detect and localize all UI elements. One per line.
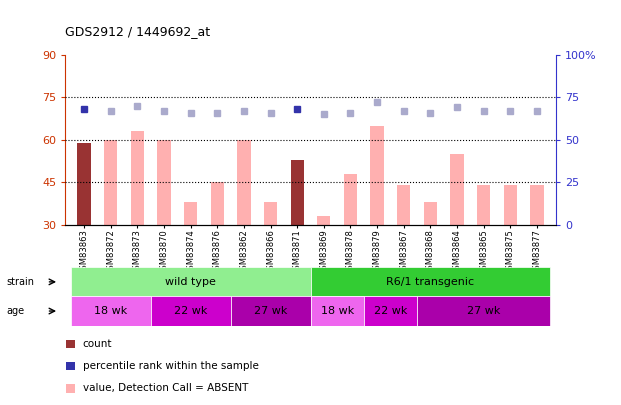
Bar bbox=[66, 384, 75, 392]
Bar bbox=[71, 267, 310, 296]
Text: age: age bbox=[6, 306, 24, 316]
Text: 27 wk: 27 wk bbox=[254, 306, 287, 316]
Bar bbox=[424, 202, 437, 225]
Text: 18 wk: 18 wk bbox=[94, 306, 127, 316]
Text: GDS2912 / 1449692_at: GDS2912 / 1449692_at bbox=[65, 26, 211, 38]
Bar bbox=[104, 140, 117, 225]
Bar bbox=[291, 160, 304, 225]
Text: 27 wk: 27 wk bbox=[467, 306, 501, 316]
Bar bbox=[77, 143, 91, 225]
Bar bbox=[66, 340, 75, 348]
Bar bbox=[157, 140, 171, 225]
Bar bbox=[264, 202, 277, 225]
Bar bbox=[310, 267, 550, 296]
Bar bbox=[150, 296, 230, 326]
Text: count: count bbox=[83, 339, 112, 349]
Bar bbox=[364, 296, 417, 326]
Bar bbox=[504, 185, 517, 225]
Bar bbox=[397, 185, 410, 225]
Bar bbox=[71, 296, 150, 326]
Text: percentile rank within the sample: percentile rank within the sample bbox=[83, 361, 258, 371]
Text: value, Detection Call = ABSENT: value, Detection Call = ABSENT bbox=[83, 384, 248, 393]
Bar bbox=[477, 185, 491, 225]
Bar bbox=[371, 126, 384, 225]
Bar bbox=[344, 174, 357, 225]
Text: wild type: wild type bbox=[165, 277, 216, 287]
Bar bbox=[66, 362, 75, 370]
Bar bbox=[230, 296, 310, 326]
Bar bbox=[211, 182, 224, 225]
Bar bbox=[417, 296, 550, 326]
Text: 18 wk: 18 wk bbox=[320, 306, 354, 316]
Bar bbox=[130, 131, 144, 225]
Bar bbox=[317, 216, 330, 225]
Bar bbox=[530, 185, 544, 225]
Text: 22 wk: 22 wk bbox=[174, 306, 207, 316]
Text: strain: strain bbox=[6, 277, 34, 287]
Bar bbox=[237, 140, 250, 225]
Bar bbox=[450, 154, 464, 225]
Bar bbox=[184, 202, 197, 225]
Text: R6/1 transgenic: R6/1 transgenic bbox=[386, 277, 474, 287]
Text: 22 wk: 22 wk bbox=[374, 306, 407, 316]
Bar bbox=[310, 296, 364, 326]
